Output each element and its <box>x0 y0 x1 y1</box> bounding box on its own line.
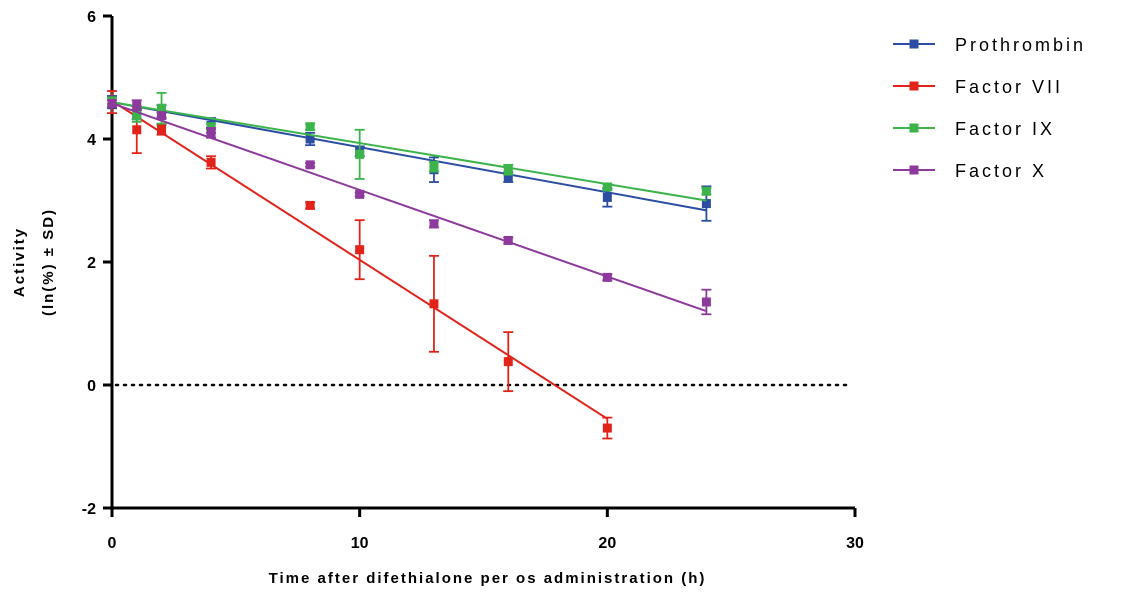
x-axis-title: Time after difethialone per os administr… <box>269 570 707 587</box>
series-factor-vii <box>107 90 613 440</box>
x-tick-label: 0 <box>108 535 117 552</box>
data-point <box>602 182 612 192</box>
data-point <box>602 192 612 202</box>
legend-item-factor-x: Factor X <box>893 161 1047 181</box>
y-ticks: -2 0 2 4 6 <box>82 9 112 518</box>
data-point <box>701 297 711 307</box>
legend: Prothrombin Factor VII Factor IX Factor X <box>893 35 1086 181</box>
legend-marker <box>909 81 919 91</box>
y-tick-label: 6 <box>87 9 96 26</box>
data-point <box>107 98 117 108</box>
y-axis-title-line-1: Activity <box>11 227 28 297</box>
data-point <box>305 200 315 210</box>
data-point <box>206 122 216 132</box>
legend-label: Factor VII <box>955 77 1063 97</box>
data-point <box>305 122 315 132</box>
series-prothrombin <box>107 95 712 222</box>
x-ticks: 0 10 20 30 <box>108 508 864 552</box>
data-point <box>157 103 167 113</box>
data-point <box>305 160 315 170</box>
x-tick-label: 30 <box>846 535 864 552</box>
x-tick-label: 10 <box>351 535 369 552</box>
data-point <box>503 172 513 182</box>
legend-label: Prothrombin <box>955 35 1086 55</box>
fit-line <box>111 102 707 313</box>
data-point <box>157 111 167 121</box>
data-point <box>602 272 612 282</box>
series-factor-x <box>107 98 712 316</box>
y-tick-label: -2 <box>82 501 96 518</box>
y-axis-title-line-2: (ln(%) ± SD) <box>40 208 57 316</box>
data-point <box>503 235 513 245</box>
data-point <box>132 125 142 135</box>
y-tick-label: 0 <box>87 378 96 395</box>
data-point <box>429 219 439 229</box>
legend-marker <box>909 165 919 175</box>
fit-line <box>111 101 707 202</box>
legend-item-factor-vii: Factor VII <box>893 77 1063 97</box>
legend-marker <box>909 123 919 133</box>
data-point <box>355 189 365 199</box>
legend-item-factor-ix: Factor IX <box>893 119 1055 139</box>
data-point <box>157 125 167 135</box>
data-point <box>429 299 439 309</box>
data-point <box>355 149 365 159</box>
data-point <box>429 162 439 172</box>
legend-label: Factor X <box>955 161 1047 181</box>
data-point <box>602 423 612 433</box>
data-point <box>206 157 216 167</box>
plot-series <box>107 90 712 440</box>
x-tick-label: 20 <box>598 535 616 552</box>
data-point <box>503 357 513 367</box>
fit-line <box>111 101 707 212</box>
data-point <box>701 199 711 209</box>
data-point <box>503 165 513 175</box>
data-point <box>132 111 142 121</box>
legend-label: Factor IX <box>955 119 1055 139</box>
legend-marker <box>909 39 919 49</box>
data-point <box>305 134 315 144</box>
data-point <box>355 245 365 255</box>
y-tick-label: 4 <box>87 132 96 149</box>
axes: -2 0 2 4 6 0 10 20 30 <box>82 9 864 552</box>
series-factor-ix <box>107 91 712 202</box>
legend-item-prothrombin: Prothrombin <box>893 35 1086 55</box>
y-tick-label: 2 <box>87 255 96 272</box>
data-point <box>206 128 216 138</box>
data-point <box>132 100 142 110</box>
data-point <box>701 186 711 196</box>
